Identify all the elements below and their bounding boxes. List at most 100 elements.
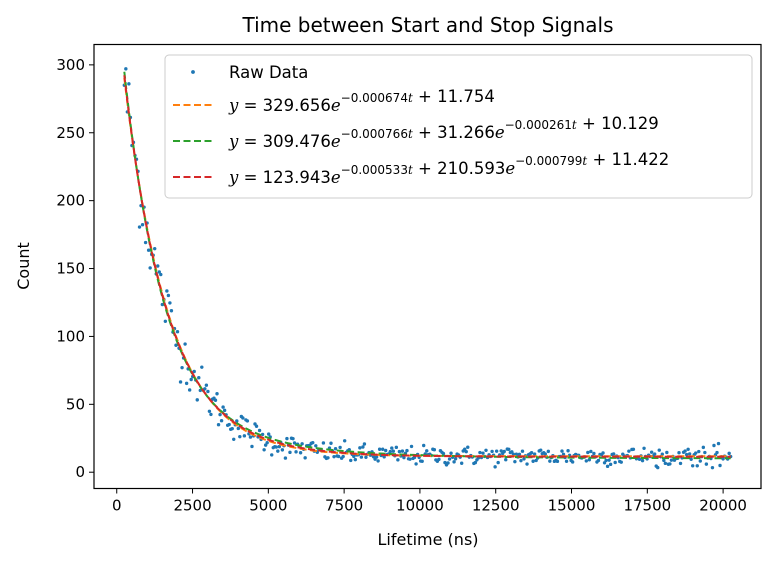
y-tick-label: 150 [56, 260, 85, 278]
chart-title: Time between Start and Stop Signals [241, 13, 613, 37]
data-point [587, 458, 592, 462]
data-point [637, 457, 642, 461]
data-point [390, 446, 394, 450]
data-point [510, 450, 514, 454]
data-point [513, 459, 517, 464]
data-point [701, 445, 706, 450]
data-point [192, 369, 196, 374]
data-point [221, 405, 225, 409]
data-point [200, 365, 204, 369]
data-point [157, 270, 161, 274]
x-tick-label: 17500 [623, 497, 671, 515]
data-point [248, 435, 253, 439]
x-tick-label: 5000 [249, 497, 287, 515]
data-point [333, 447, 338, 451]
data-point [156, 264, 160, 268]
data-point [124, 67, 128, 71]
data-point [235, 419, 239, 423]
data-point [694, 451, 698, 455]
y-axis-label: Count [14, 242, 33, 290]
data-point [254, 424, 259, 428]
x-tick-label: 20000 [699, 497, 747, 515]
data-point [669, 458, 674, 462]
data-point [300, 442, 304, 446]
data-point [640, 458, 645, 463]
data-point [153, 246, 157, 251]
data-point [586, 450, 590, 455]
data-point [238, 434, 242, 439]
data-point [678, 461, 683, 466]
x-tick-label: 15000 [548, 497, 596, 515]
data-point [466, 445, 470, 449]
data-point [452, 460, 456, 464]
data-point [601, 451, 605, 455]
data-point [250, 444, 254, 449]
data-point [187, 388, 192, 392]
data-point [197, 375, 201, 380]
data-point [422, 443, 426, 448]
data-point [517, 452, 522, 457]
data-point [665, 450, 669, 455]
data-point [463, 447, 467, 451]
data-point [358, 446, 362, 450]
plot-area [122, 67, 733, 470]
data-point [294, 450, 298, 454]
data-point [352, 454, 356, 459]
data-point [446, 461, 450, 465]
data-point [525, 462, 529, 466]
x-axis: 0 2500 5000 7500 10000 12500 15000 17500 20000 [112, 488, 747, 515]
data-point [262, 448, 266, 452]
data-point [560, 449, 564, 453]
legend-marker [191, 70, 195, 74]
y-tick-label: 100 [56, 327, 85, 345]
legend-entry: y = 123.943e−0.000533t + 210.593e−0.0007… [173, 150, 669, 187]
data-point [627, 449, 631, 453]
data-point [206, 389, 210, 394]
data-point [484, 448, 488, 452]
data-point [718, 463, 722, 468]
data-point [420, 459, 424, 463]
data-point [464, 449, 468, 454]
data-point [514, 452, 519, 456]
data-point [245, 419, 250, 423]
data-point [695, 464, 699, 468]
data-point [321, 441, 326, 445]
data-point [657, 448, 661, 452]
data-point [163, 319, 168, 324]
data-point [520, 449, 525, 453]
data-point [546, 449, 551, 454]
data-point [408, 457, 412, 461]
data-point [689, 457, 693, 461]
y-tick-label: 250 [56, 124, 85, 142]
data-point [353, 457, 358, 462]
data-point [494, 449, 499, 453]
data-point [607, 458, 611, 462]
data-point [227, 422, 231, 427]
data-point [209, 412, 213, 417]
data-point [712, 443, 716, 448]
data-point [184, 381, 189, 386]
data-point [662, 458, 666, 463]
data-point [570, 460, 575, 464]
x-tick-label: 10000 [396, 497, 444, 515]
data-point [232, 437, 236, 441]
data-point [715, 450, 719, 455]
data-point [697, 449, 701, 454]
data-point [377, 447, 382, 451]
data-point [473, 460, 478, 465]
data-point [684, 452, 689, 457]
x-tick-label: 12500 [472, 497, 520, 515]
data-point [146, 248, 151, 252]
data-point [236, 426, 240, 431]
data-point [260, 432, 265, 437]
data-point [400, 449, 405, 453]
data-point [453, 457, 458, 461]
data-point [721, 457, 725, 461]
data-point [539, 448, 543, 452]
axes-frame [93, 43, 762, 490]
data-point [276, 449, 280, 453]
data-point [213, 398, 218, 402]
data-point [432, 448, 437, 452]
x-tick-label: 7500 [325, 497, 363, 515]
